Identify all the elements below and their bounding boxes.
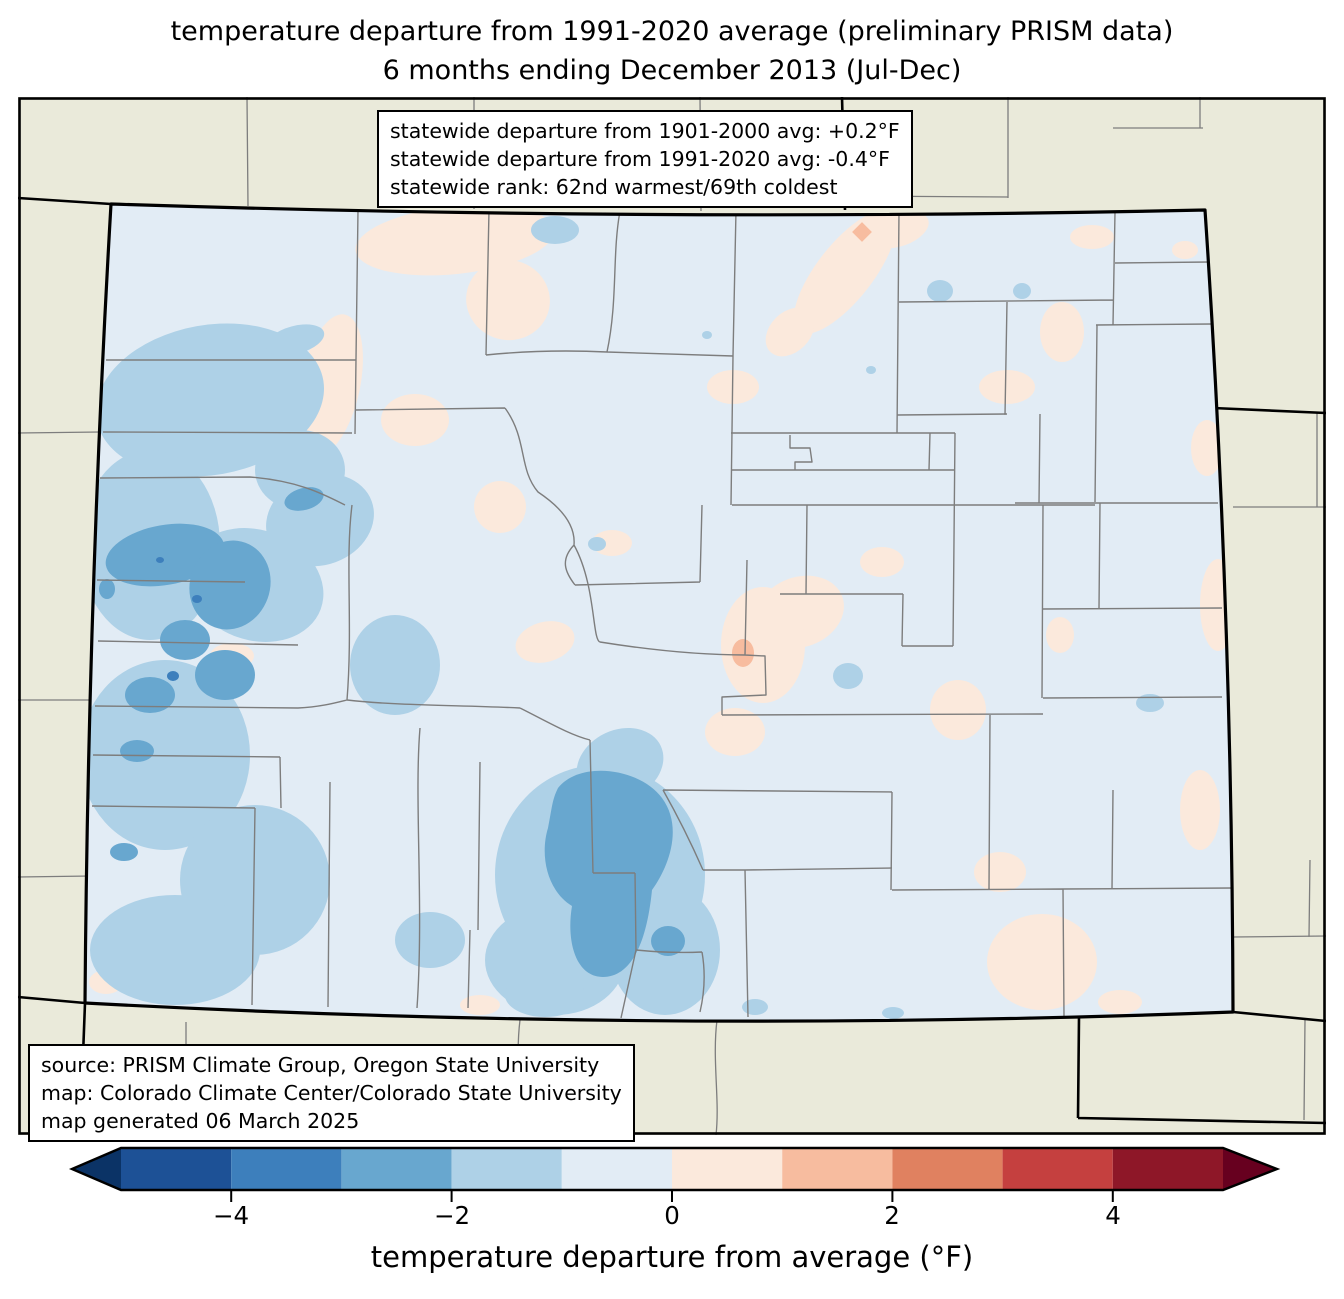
contour-level-minus3-to-minus2 <box>99 487 685 977</box>
colorado-state-border <box>83 202 1235 1023</box>
state-base-fill <box>85 204 1233 1022</box>
title-line-1: temperature departure from 1991-2020 ave… <box>170 16 1174 47</box>
colorbar-ticks <box>230 1190 1114 1202</box>
map-axes <box>18 97 1326 1135</box>
tick-label-2: 2 <box>884 1201 900 1230</box>
colorbar-outline <box>68 1146 1281 1192</box>
tick-label-minus2: −2 <box>433 1201 471 1230</box>
colorbar <box>68 1146 1281 1202</box>
tick-label-0: 0 <box>664 1201 680 1230</box>
colorbar-under-arrow <box>72 1148 121 1190</box>
colorbar-segments <box>72 1148 1277 1190</box>
stat-line-1991-2020: statewide departure from 1991-2020 avg: … <box>390 147 890 171</box>
colorado-temperature-map <box>18 97 1326 1135</box>
stat-line-rank: statewide rank: 62nd warmest/69th coldes… <box>390 175 838 199</box>
tick-label-4: 4 <box>1105 1201 1121 1230</box>
county-boundaries <box>91 209 1233 1019</box>
generated-date-line: map generated 06 March 2025 <box>41 1109 360 1133</box>
colorbar-over-arrow <box>1223 1148 1277 1190</box>
contour-level-minus4-to-minus3 <box>156 557 202 681</box>
stat-line-1901-2000: statewide departure from 1901-2000 avg: … <box>390 119 900 143</box>
source-credit-box: source: PRISM Climate Group, Oregon Stat… <box>28 1044 635 1142</box>
map-credit-line: map: Colorado Climate Center/Colorado St… <box>41 1081 622 1105</box>
source-line: source: PRISM Climate Group, Oregon Stat… <box>41 1053 600 1077</box>
title-line-2: 6 months ending December 2013 (Jul-Dec) <box>382 55 962 86</box>
figure-title: temperature departure from 1991-2020 ave… <box>0 12 1344 90</box>
colorbar-axis-label: temperature departure from average (°F) <box>370 1240 974 1274</box>
statewide-stats-box: statewide departure from 1901-2000 avg: … <box>377 110 913 208</box>
axes-frame <box>18 97 1326 1135</box>
tick-label-minus4: −4 <box>212 1201 250 1230</box>
